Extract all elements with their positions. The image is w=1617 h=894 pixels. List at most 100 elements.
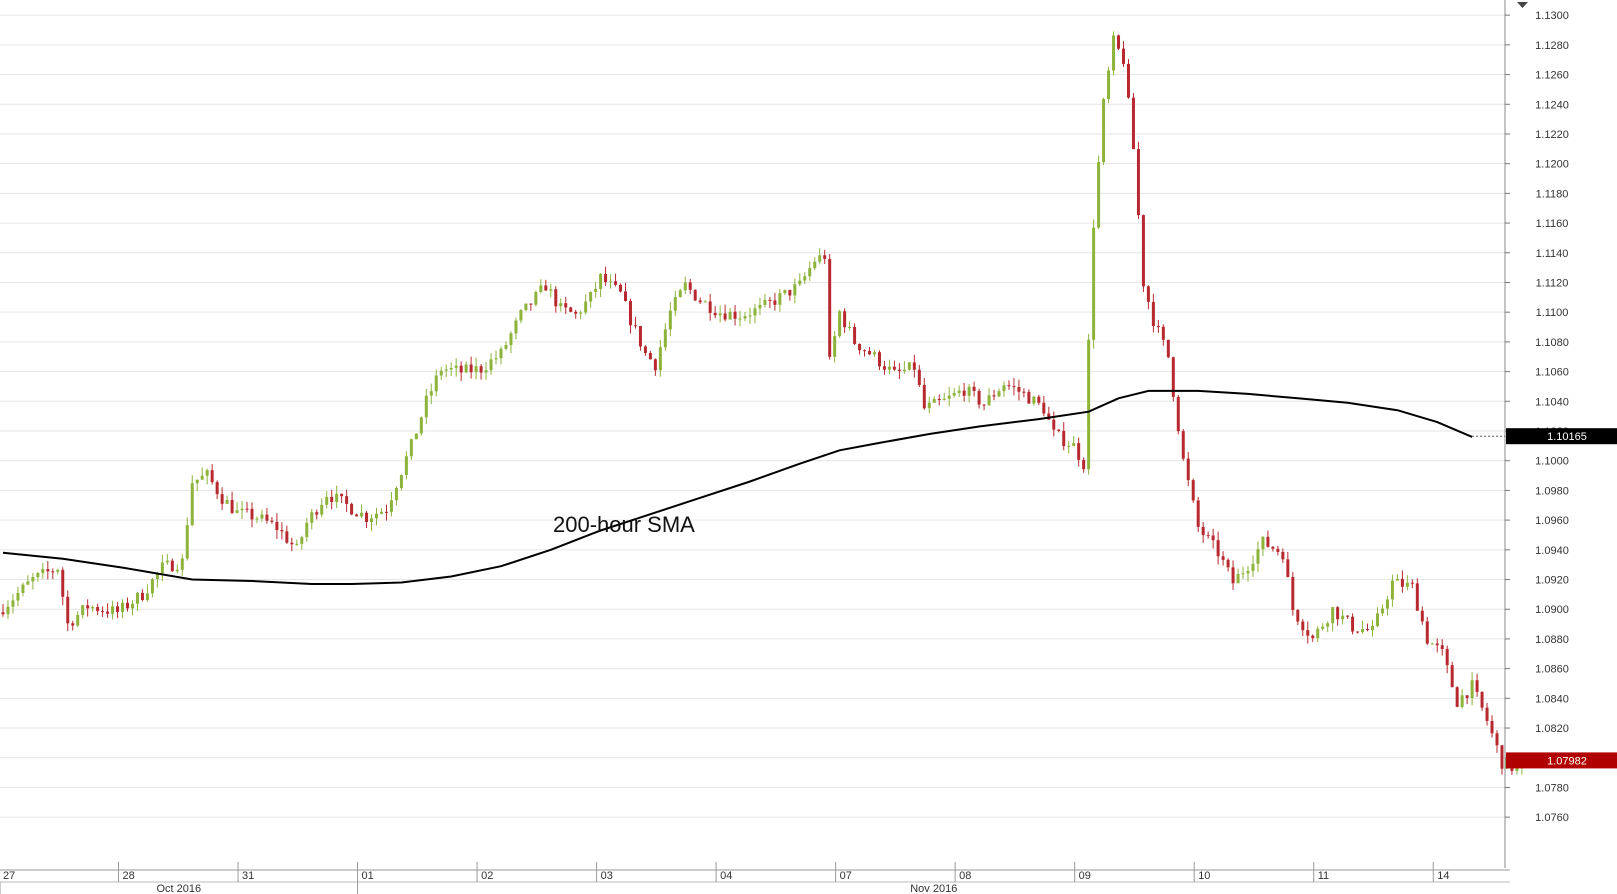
candle-body <box>1072 443 1076 446</box>
candle-body <box>225 499 229 504</box>
candle-body <box>1131 97 1135 150</box>
candle-body <box>429 391 433 396</box>
candle-body <box>325 496 329 505</box>
candle-body <box>101 611 105 613</box>
candle-body <box>1341 615 1345 620</box>
x-tick-label: 04 <box>720 870 732 882</box>
candle-body <box>1281 551 1285 560</box>
candle-body <box>439 370 443 376</box>
candle-body <box>165 560 169 563</box>
candle-body <box>1246 570 1250 574</box>
candle-body <box>1062 430 1066 447</box>
candle-body <box>51 571 55 573</box>
candle-body <box>230 499 234 513</box>
candle-body <box>967 386 971 396</box>
candle-body <box>539 285 543 293</box>
candle-body <box>599 273 603 289</box>
candle-body <box>544 285 548 291</box>
candle-body <box>1201 526 1205 536</box>
candle-body <box>96 607 100 612</box>
candle-body <box>404 456 408 476</box>
candle-body <box>1316 628 1320 639</box>
candle-body <box>1346 615 1350 617</box>
candle-body <box>185 525 189 559</box>
candle-body <box>310 512 314 523</box>
candle-body <box>1445 649 1449 666</box>
candle-body <box>1326 623 1330 627</box>
candle-body <box>205 470 209 476</box>
candle-body <box>195 479 199 484</box>
candle-body <box>793 284 797 296</box>
candle-body <box>952 392 956 396</box>
candle-body <box>887 366 891 370</box>
candle-body <box>788 289 792 296</box>
candle-body <box>624 291 627 301</box>
candle-body <box>1002 385 1006 392</box>
chevron-down-icon[interactable] <box>1517 2 1528 8</box>
candle-body <box>36 573 40 578</box>
candle-body <box>1450 665 1454 688</box>
candle-body <box>718 313 722 316</box>
candle-body <box>1485 707 1489 721</box>
candle-body <box>683 282 687 291</box>
candle-body <box>713 312 717 316</box>
candle-body <box>315 512 319 515</box>
candle-body <box>235 510 239 513</box>
candle-body <box>1490 720 1494 734</box>
candle-body <box>703 301 707 303</box>
candle-body <box>295 543 299 545</box>
sma-path <box>2 389 1473 585</box>
candle-body <box>1211 535 1215 541</box>
candle-body <box>833 336 837 357</box>
candle-body <box>668 310 672 330</box>
y-tick-label: 1.1180 <box>1536 188 1569 200</box>
candle-body <box>653 359 657 371</box>
candle-body <box>813 261 817 269</box>
candle-body <box>658 347 662 371</box>
x-tick-label: 01 <box>362 870 374 882</box>
candle-body <box>76 615 80 626</box>
candle-body <box>1291 576 1295 610</box>
x-tick-label: 31 <box>242 870 254 882</box>
y-tick-label: 1.1120 <box>1536 277 1569 289</box>
month-label: Oct 2016 <box>156 883 201 894</box>
candle-body <box>1321 626 1325 629</box>
candle-body <box>399 475 403 489</box>
candle-body <box>992 395 996 397</box>
y-tick-label: 1.0840 <box>1535 693 1569 705</box>
candle-body <box>71 623 75 626</box>
y-tick-label: 1.1260 <box>1535 70 1569 82</box>
candle-body <box>1181 431 1185 459</box>
candle-body <box>210 470 214 483</box>
candle-body <box>1286 559 1290 577</box>
candle-body <box>519 310 523 321</box>
candle-body <box>648 352 652 360</box>
candle-body <box>220 494 224 504</box>
candle-body <box>330 496 334 503</box>
x-tick-label: 28 <box>123 870 135 882</box>
candle-body <box>1186 458 1190 481</box>
candle-body <box>444 369 448 371</box>
candle-body <box>1146 286 1150 302</box>
candle-body <box>932 398 936 403</box>
candle-body <box>977 390 981 405</box>
candle-body <box>135 592 139 604</box>
candle-body <box>549 289 553 291</box>
candle-body <box>907 362 911 370</box>
candle-body <box>1251 563 1255 571</box>
candle-body <box>897 369 901 372</box>
y-tick-label: 1.1140 <box>1536 248 1569 260</box>
y-tick-label: 1.1220 <box>1535 129 1569 141</box>
candle-body <box>554 289 558 307</box>
candle-body <box>121 602 125 612</box>
candle-body <box>997 391 1001 397</box>
candle-body <box>1117 35 1121 49</box>
candle-body <box>81 605 85 616</box>
candle-body <box>609 281 613 283</box>
candle-body <box>419 417 423 434</box>
candle-body <box>1480 691 1484 708</box>
y-tick-label: 1.0960 <box>1535 515 1569 527</box>
month-label: Nov 2016 <box>910 883 957 894</box>
candle-body <box>1475 680 1479 692</box>
